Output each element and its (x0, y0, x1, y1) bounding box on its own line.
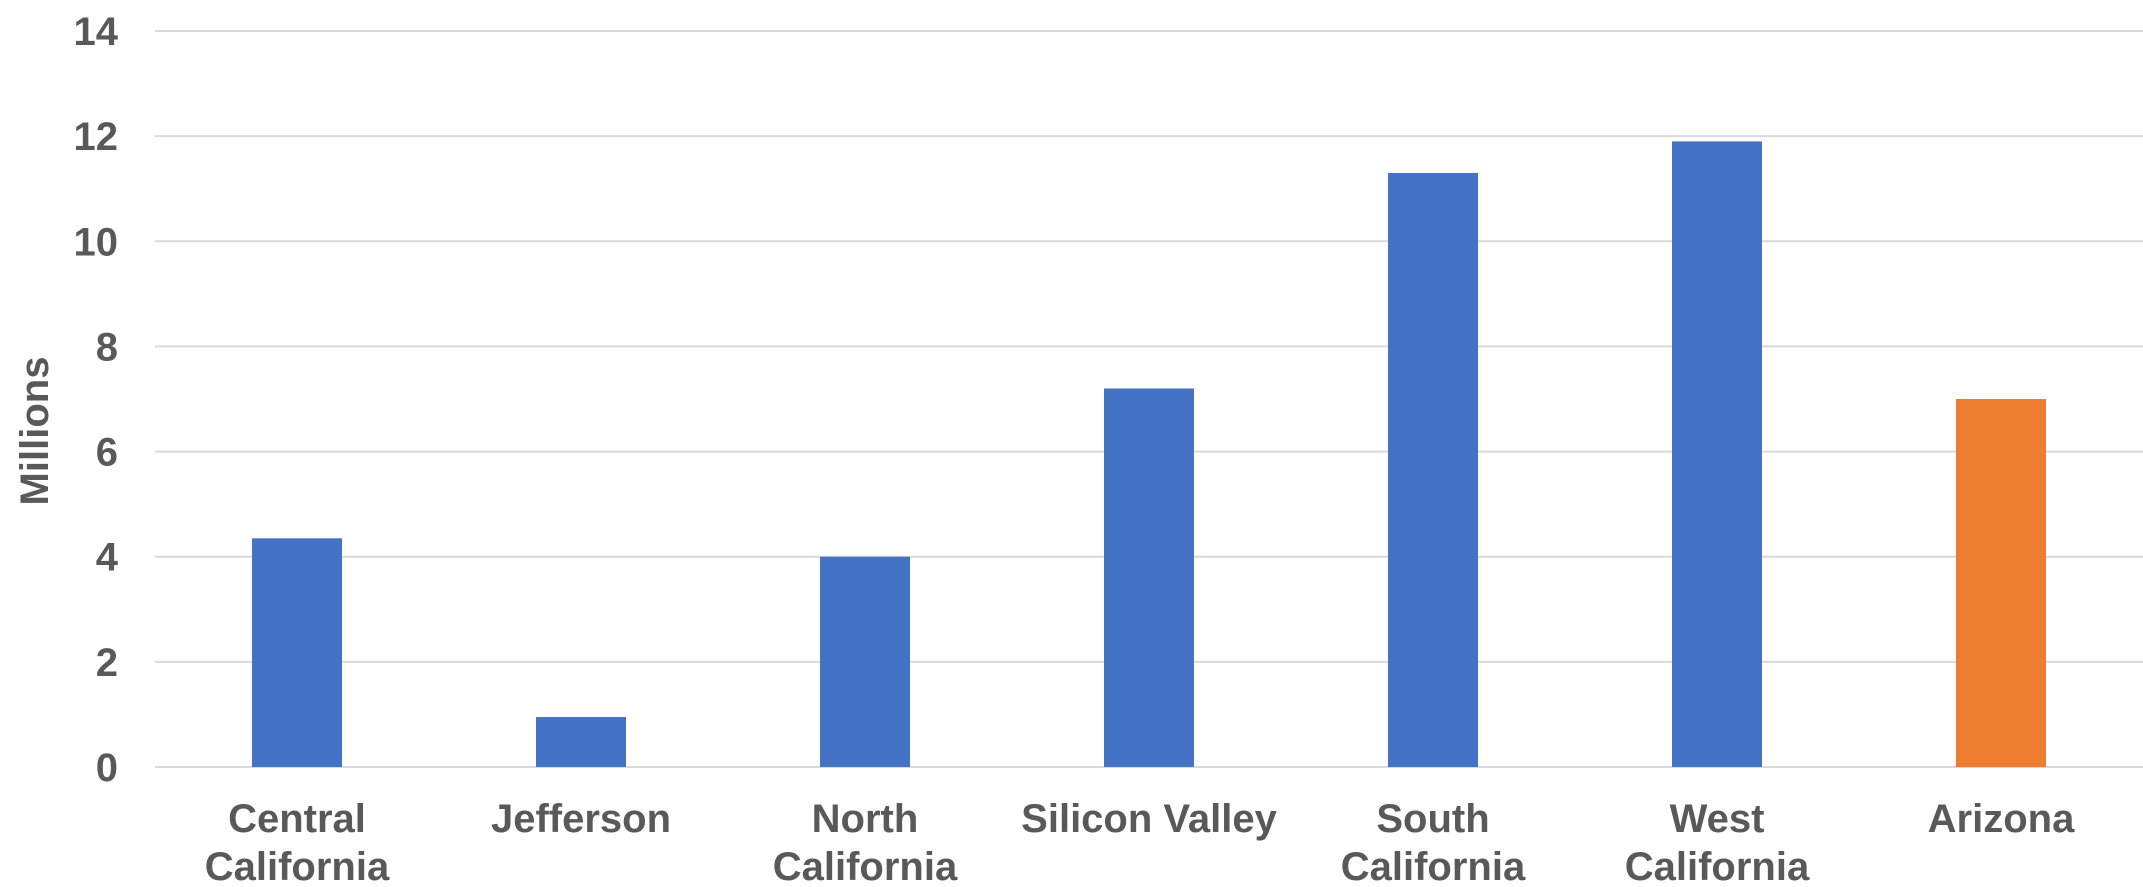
x-category-label: Central California (205, 797, 390, 887)
y-tick-label: 8 (96, 325, 118, 369)
y-tick-label: 4 (96, 536, 119, 580)
y-tick-label: 14 (74, 10, 119, 54)
y-tick-label: 6 (96, 431, 118, 475)
bars (252, 141, 2046, 767)
y-axis-title: Millions (13, 357, 57, 506)
bar-jefferson (536, 717, 626, 767)
x-category-label: South California (1341, 797, 1526, 887)
y-tick-label: 10 (74, 220, 119, 264)
x-category-label: West California (1625, 797, 1810, 887)
bar-north-california (820, 556, 910, 767)
y-tick-label: 12 (74, 115, 119, 159)
x-category-label: Arizona (1928, 797, 2075, 841)
bar-south-california (1388, 172, 1478, 767)
bar-silicon-valley (1104, 388, 1194, 767)
x-category-label: Jefferson (491, 797, 671, 841)
y-tick-label: 2 (96, 641, 118, 685)
bar-arizona (1956, 399, 2046, 767)
x-category-label: North California (773, 797, 958, 887)
x-category-label: Silicon Valley (1021, 797, 1277, 841)
y-tick-label: 0 (96, 746, 118, 790)
bar-central-california (252, 538, 342, 767)
y-axis-ticks: 0 2 4 6 8 10 12 14 (74, 10, 119, 790)
bar-west-california (1672, 141, 1762, 767)
x-axis-labels: Central California Jefferson North Californi… (205, 797, 2075, 887)
